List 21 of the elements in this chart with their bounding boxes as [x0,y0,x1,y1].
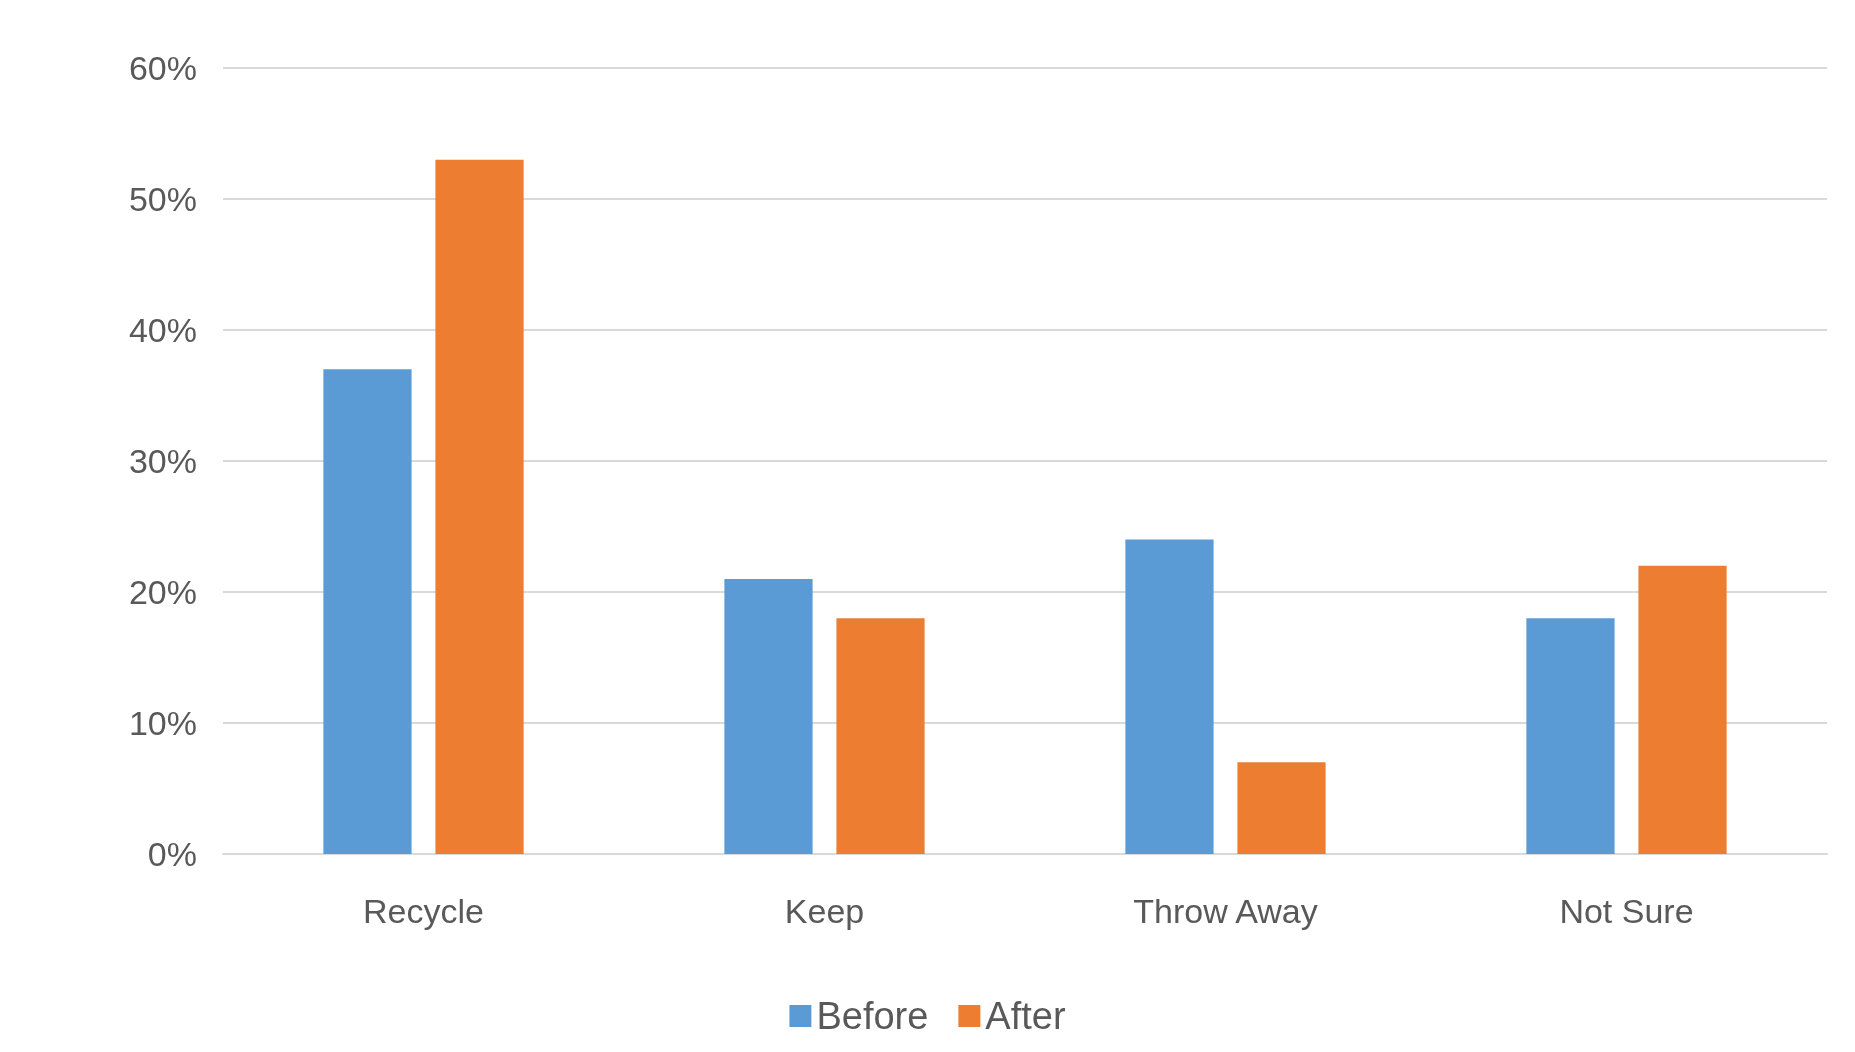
bar [724,578,813,854]
bar [1526,618,1615,854]
legend-label: After [985,995,1066,1037]
x-tick-label: Throw Away [1133,892,1318,930]
bar [1638,565,1727,854]
x-tick-label: Keep [784,892,865,930]
bar [1237,762,1326,854]
y-tick-label: 0% [147,835,197,873]
y-tick-label: 60% [128,49,197,87]
y-tick-label: 50% [128,180,197,218]
bar [836,618,925,854]
bar [1125,539,1214,854]
bar [435,159,524,854]
y-tick-label: 20% [128,573,197,611]
y-tick-label: 40% [128,311,197,349]
legend-label: Before [816,995,929,1037]
bar [323,369,412,854]
x-tick-label: Recycle [363,892,484,930]
y-tick-label: 10% [128,704,197,742]
y-tick-label: 30% [128,442,197,480]
x-tick-label: Not Sure [1559,892,1694,930]
